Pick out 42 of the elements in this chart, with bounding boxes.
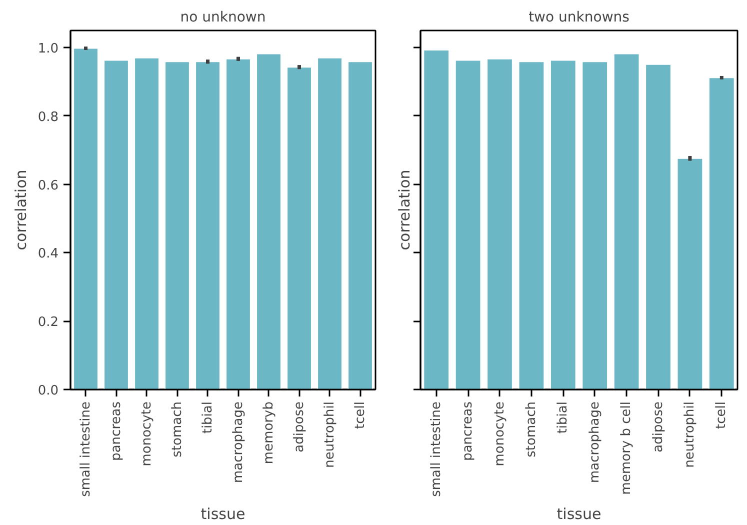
y-tick-label: 0.8 bbox=[38, 110, 59, 125]
x-tick-label: monocyte bbox=[492, 401, 508, 466]
bar bbox=[423, 49, 450, 390]
y-axis-title: correlation bbox=[396, 170, 414, 250]
chart-title: no unknown bbox=[180, 10, 266, 26]
x-tick-label: memoryb bbox=[261, 401, 276, 464]
bar bbox=[454, 60, 482, 390]
x-tick-label: adipose bbox=[292, 401, 307, 452]
x-tick-label: small intestine bbox=[78, 401, 94, 497]
bar bbox=[486, 58, 513, 390]
x-tick-label: adipose bbox=[650, 401, 666, 452]
bar bbox=[582, 61, 608, 390]
y-axis-title: correlation bbox=[12, 170, 30, 250]
x-tick-label: macrophage bbox=[230, 402, 246, 483]
x-tick-label: tibial bbox=[200, 401, 216, 434]
y-tick-label: 0.4 bbox=[38, 246, 59, 262]
bar bbox=[676, 158, 704, 390]
x-tick-label: pancreas bbox=[460, 401, 476, 461]
x-axis-title: tissue bbox=[556, 504, 602, 523]
y-tick-label: 0.2 bbox=[38, 315, 59, 330]
bar bbox=[645, 64, 672, 390]
bar bbox=[550, 60, 576, 390]
x-tick-label: macrophage bbox=[587, 402, 602, 483]
bar bbox=[518, 61, 545, 390]
x-tick-label: neutrophil bbox=[682, 401, 698, 468]
x-tick-label: small intestine bbox=[428, 401, 444, 497]
y-tick-label: 1.0 bbox=[38, 42, 59, 57]
x-axis-title: tissue bbox=[200, 504, 246, 523]
x-tick-label: tcell bbox=[714, 402, 730, 429]
x-tick-label: neutrophil bbox=[322, 401, 338, 468]
x-tick-label: stomach bbox=[170, 401, 185, 458]
bar bbox=[613, 53, 640, 390]
x-tick-label: stomach bbox=[524, 401, 539, 458]
bar bbox=[708, 77, 735, 390]
x-tick-label: tibial bbox=[556, 401, 571, 434]
chart-title: two unknowns bbox=[528, 10, 630, 26]
x-tick-label: pancreas bbox=[108, 401, 124, 461]
y-tick-label: 0.6 bbox=[38, 178, 59, 194]
x-tick-label: monocyte bbox=[139, 401, 154, 466]
x-tick-label: memory b cell bbox=[619, 402, 634, 495]
y-tick-label: 0.0 bbox=[38, 384, 59, 398]
x-tick-label: tcell bbox=[352, 402, 368, 429]
